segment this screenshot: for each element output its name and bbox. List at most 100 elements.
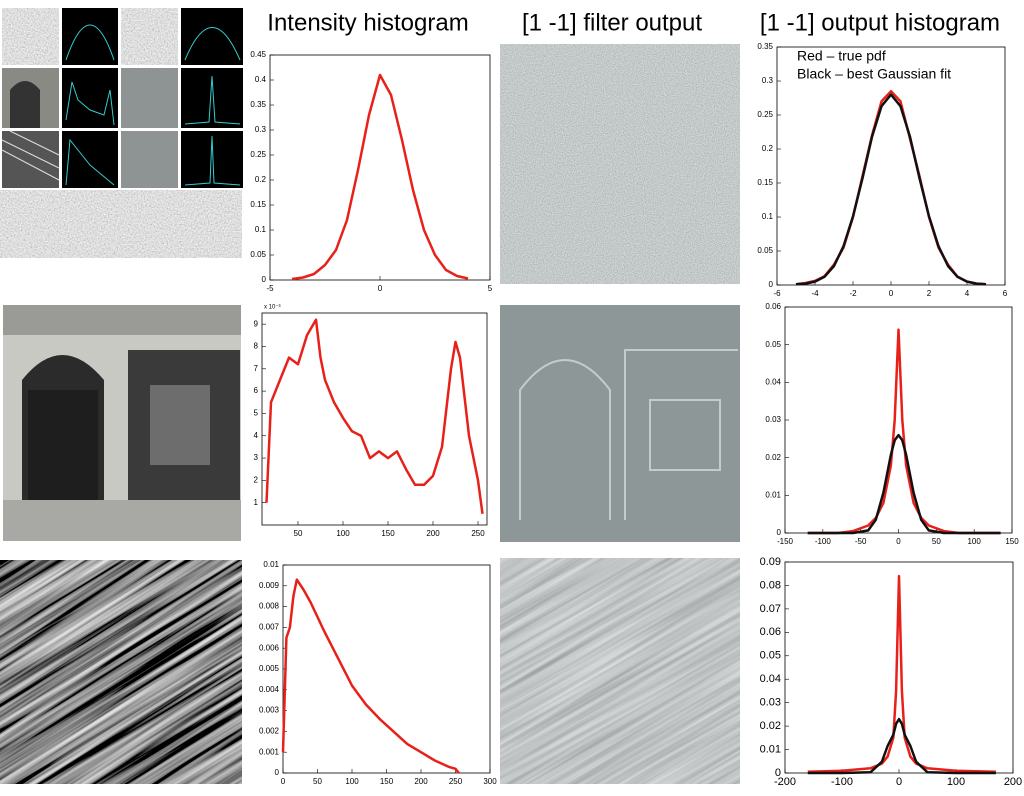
x-tick-label: 150 xyxy=(381,529,395,538)
y-tick-label: 0 xyxy=(775,767,781,779)
data-line xyxy=(807,433,1001,535)
y-tick-label: 0.2 xyxy=(255,175,267,184)
x-tick-label: -150 xyxy=(777,537,794,546)
y-tick-label: 0.03 xyxy=(765,415,781,424)
y-tick-label: 3 xyxy=(254,453,259,462)
filter-output-hair xyxy=(500,558,740,784)
hair-image xyxy=(0,560,242,784)
x-tick-label: 100 xyxy=(336,529,350,538)
y-tick-label: 0.05 xyxy=(757,246,773,255)
data-line xyxy=(281,578,460,774)
x-tick-label: -4 xyxy=(811,289,819,298)
y-tick-label: 0 xyxy=(275,768,280,777)
x-tick-label: 250 xyxy=(449,777,463,786)
x-tick-label: 150 xyxy=(1005,537,1019,546)
y-tick-label: 0.007 xyxy=(259,623,280,632)
x-tick-label: 0 xyxy=(281,777,286,786)
y-tick-label: 4 xyxy=(254,431,259,440)
y-tick-label: 0.1 xyxy=(255,225,267,234)
y-tick-label: 0.2 xyxy=(762,144,774,153)
x-tick-label: -6 xyxy=(773,289,781,298)
x-tick-label: -50 xyxy=(855,537,867,546)
thumbnail-grid xyxy=(0,0,245,190)
y-tick-label: 0.03 xyxy=(760,697,781,709)
legend-entry: Red – true pdf xyxy=(797,48,886,64)
y-tick-label: 0.4 xyxy=(255,75,267,84)
x-tick-label: 200 xyxy=(414,777,428,786)
x-tick-label: 4 xyxy=(965,289,970,298)
y-tick-label: 0.1 xyxy=(762,212,774,221)
y-tick-label: 0.25 xyxy=(250,150,266,159)
x-tick-label: 150 xyxy=(380,777,394,786)
filter-output-noise xyxy=(500,44,740,284)
x-tick-label: 5 xyxy=(488,284,493,293)
x-tick-label: -200 xyxy=(774,776,796,788)
y-tick-label: 5 xyxy=(254,409,259,418)
y-tick-label: 0.02 xyxy=(760,720,781,732)
x-tick-label: 0 xyxy=(378,284,383,293)
x-tick-label: 0 xyxy=(896,776,902,788)
y-tick-label: 0.15 xyxy=(250,200,266,209)
y-tick-label: 1 xyxy=(254,498,259,507)
x-tick-label: -100 xyxy=(815,537,832,546)
y-tick-label: 9 xyxy=(254,319,259,328)
y-tick-label: 0.25 xyxy=(757,110,773,119)
y-tick-label: 0.002 xyxy=(259,727,280,736)
x-tick-label: 6 xyxy=(1003,289,1008,298)
plot-frame xyxy=(261,312,488,526)
x-tick-label: -2 xyxy=(849,289,857,298)
data-line xyxy=(291,73,469,281)
x-tick-label: 50 xyxy=(294,529,303,538)
column-title: [1 -1] output histogram xyxy=(760,9,1000,36)
y-tick-label: 0.01 xyxy=(765,490,781,499)
column-title: [1 -1] filter output xyxy=(522,9,702,36)
y-tick-label: 0.05 xyxy=(760,650,781,662)
y-tick-label: 0.003 xyxy=(259,706,280,715)
x-tick-label: 0 xyxy=(896,537,901,546)
plot-frame xyxy=(282,564,491,774)
y-tick-label: 0 xyxy=(777,528,782,537)
y-tick-label: 0.06 xyxy=(760,626,781,638)
x-tick-label: 2 xyxy=(927,289,932,298)
x-tick-label: 200 xyxy=(426,529,440,538)
y-tick-label: 0.04 xyxy=(760,673,781,685)
y-tick-label: 0.09 xyxy=(760,556,781,568)
y-tick-label: 0.15 xyxy=(757,178,773,187)
y-tick-label: 0.05 xyxy=(250,250,266,259)
legend-entry: Black – best Gaussian fit xyxy=(797,66,951,82)
x-tick-label: 100 xyxy=(967,537,981,546)
y-tick-label: 0.35 xyxy=(757,42,773,51)
y-tick-label: 0.06 xyxy=(765,302,781,311)
data-line xyxy=(265,318,484,514)
y-tick-label: 0.35 xyxy=(250,100,266,109)
plot-frame xyxy=(776,46,1006,286)
data-line xyxy=(807,717,996,775)
y-tick-label: 0.3 xyxy=(255,125,267,134)
y-tick-label: 0.001 xyxy=(259,747,280,756)
y-tick-label: 0.009 xyxy=(259,581,280,590)
x-tick-label: -100 xyxy=(831,776,853,788)
x-tick-label: 100 xyxy=(947,776,965,788)
y-tick-label: 0.05 xyxy=(765,340,781,349)
filter-output-building xyxy=(500,305,740,542)
y-tick-label: 6 xyxy=(254,386,259,395)
y-tick-label: 0.04 xyxy=(765,377,781,386)
y-tick-label: 7 xyxy=(254,364,259,373)
x-tick-label: 0 xyxy=(889,289,894,298)
data-line xyxy=(807,574,996,774)
y-tick-label: 0.01 xyxy=(760,743,781,755)
y-tick-label: 0.008 xyxy=(259,602,280,611)
column-title: Intensity histogram xyxy=(267,9,468,36)
x-tick-label: -5 xyxy=(266,284,274,293)
x-tick-label: 50 xyxy=(932,537,941,546)
y-tick-label: 0.004 xyxy=(259,685,280,694)
plot-frame xyxy=(269,54,491,281)
data-line xyxy=(795,93,987,286)
x-tick-label: 300 xyxy=(483,777,497,786)
y-tick-label: 2 xyxy=(254,475,259,484)
x-tick-label: 200 xyxy=(1004,776,1022,788)
x-tick-label: 100 xyxy=(345,777,359,786)
y-tick-label: 0.02 xyxy=(765,453,781,462)
